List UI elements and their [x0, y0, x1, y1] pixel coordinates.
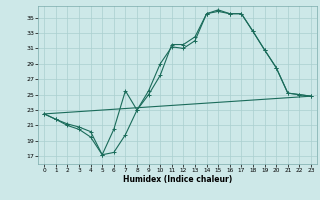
X-axis label: Humidex (Indice chaleur): Humidex (Indice chaleur)	[123, 175, 232, 184]
